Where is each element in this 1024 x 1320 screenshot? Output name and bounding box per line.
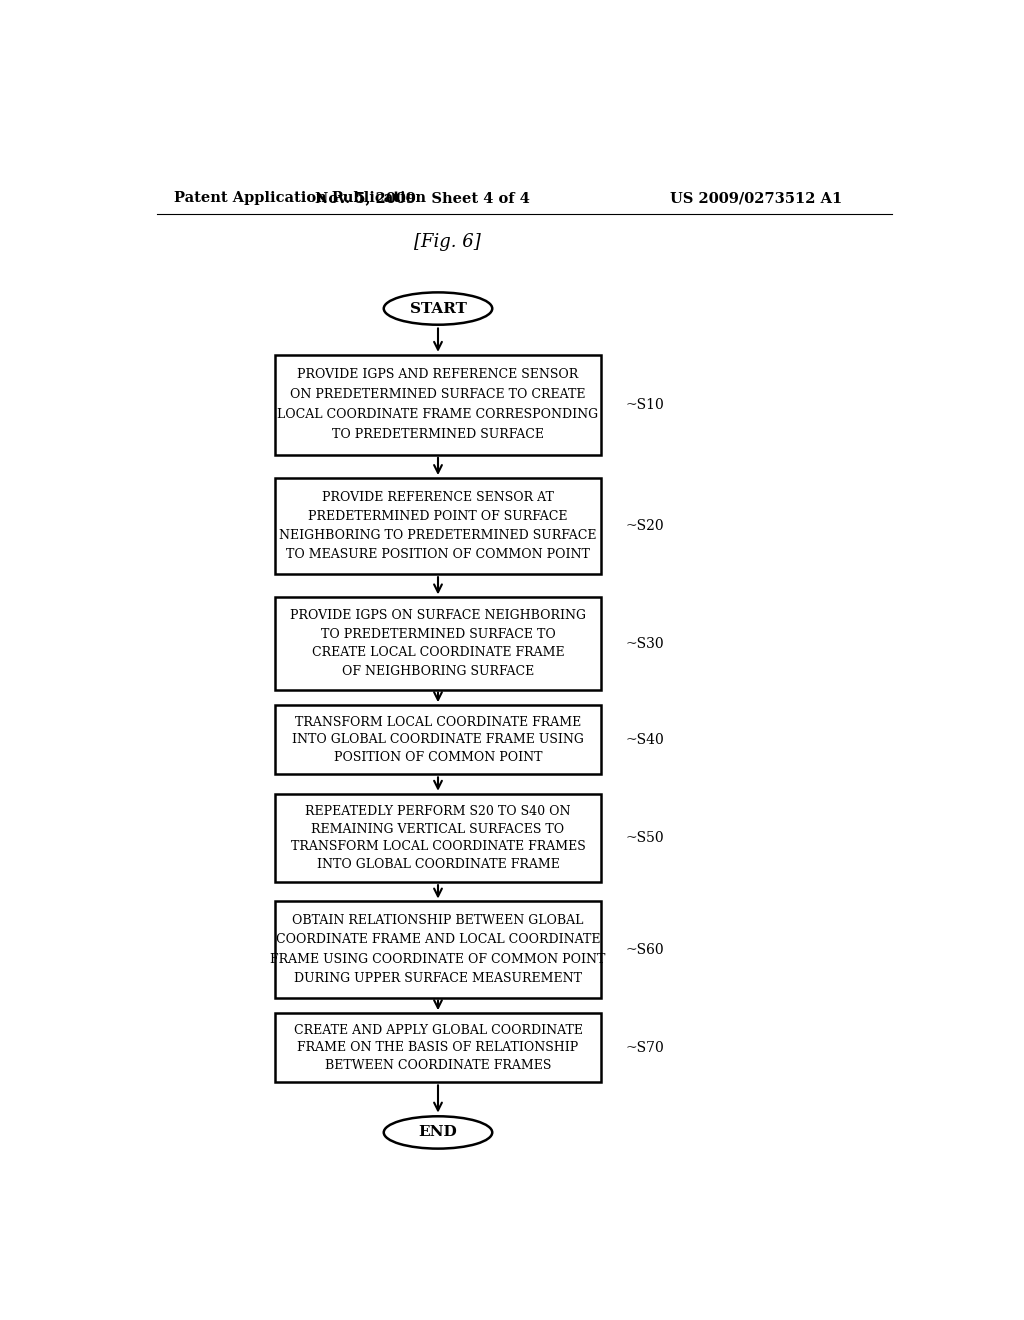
Bar — [275, 902, 601, 998]
Text: ~S30: ~S30 — [626, 636, 665, 651]
Text: CREATE AND APPLY GLOBAL COORDINATE: CREATE AND APPLY GLOBAL COORDINATE — [294, 1024, 583, 1038]
Text: ~S10: ~S10 — [626, 397, 665, 412]
Bar — [275, 705, 601, 775]
Bar — [275, 355, 601, 455]
Bar — [275, 478, 601, 574]
Text: LOCAL COORDINATE FRAME CORRESPONDING: LOCAL COORDINATE FRAME CORRESPONDING — [278, 408, 599, 421]
Bar — [275, 597, 601, 689]
Text: REPEATEDLY PERFORM S20 TO S40 ON: REPEATEDLY PERFORM S20 TO S40 ON — [305, 805, 570, 818]
Text: COORDINATE FRAME AND LOCAL COORDINATE: COORDINATE FRAME AND LOCAL COORDINATE — [275, 933, 600, 946]
Text: US 2009/0273512 A1: US 2009/0273512 A1 — [670, 191, 842, 206]
Text: START: START — [410, 301, 467, 315]
Text: PREDETERMINED POINT OF SURFACE: PREDETERMINED POINT OF SURFACE — [308, 510, 567, 523]
Bar — [275, 793, 601, 882]
Text: ~S40: ~S40 — [626, 733, 665, 747]
Text: ON PREDETERMINED SURFACE TO CREATE: ON PREDETERMINED SURFACE TO CREATE — [290, 388, 586, 401]
Text: PROVIDE IGPS ON SURFACE NEIGHBORING: PROVIDE IGPS ON SURFACE NEIGHBORING — [290, 610, 586, 622]
Text: TO PREDETERMINED SURFACE TO: TO PREDETERMINED SURFACE TO — [321, 628, 555, 640]
Text: Nov. 5, 2009   Sheet 4 of 4: Nov. 5, 2009 Sheet 4 of 4 — [315, 191, 530, 206]
Text: ~S60: ~S60 — [626, 942, 665, 957]
Text: TO PREDETERMINED SURFACE: TO PREDETERMINED SURFACE — [332, 428, 544, 441]
Text: FRAME ON THE BASIS OF RELATIONSHIP: FRAME ON THE BASIS OF RELATIONSHIP — [297, 1041, 579, 1055]
Text: PROVIDE REFERENCE SENSOR AT: PROVIDE REFERENCE SENSOR AT — [323, 491, 554, 504]
Text: Patent Application Publication: Patent Application Publication — [174, 191, 427, 206]
Text: TRANSFORM LOCAL COORDINATE FRAMES: TRANSFORM LOCAL COORDINATE FRAMES — [291, 841, 586, 853]
Text: TRANSFORM LOCAL COORDINATE FRAME: TRANSFORM LOCAL COORDINATE FRAME — [295, 715, 582, 729]
Text: NEIGHBORING TO PREDETERMINED SURFACE: NEIGHBORING TO PREDETERMINED SURFACE — [280, 529, 597, 543]
Text: INTO GLOBAL COORDINATE FRAME USING: INTO GLOBAL COORDINATE FRAME USING — [292, 733, 584, 746]
Text: POSITION OF COMMON POINT: POSITION OF COMMON POINT — [334, 751, 543, 763]
Text: OBTAIN RELATIONSHIP BETWEEN GLOBAL: OBTAIN RELATIONSHIP BETWEEN GLOBAL — [292, 915, 584, 927]
Text: OF NEIGHBORING SURFACE: OF NEIGHBORING SURFACE — [342, 665, 535, 677]
Ellipse shape — [384, 293, 493, 325]
Text: DURING UPPER SURFACE MEASUREMENT: DURING UPPER SURFACE MEASUREMENT — [294, 972, 582, 985]
Text: PROVIDE IGPS AND REFERENCE SENSOR: PROVIDE IGPS AND REFERENCE SENSOR — [297, 368, 579, 381]
Text: REMAINING VERTICAL SURFACES TO: REMAINING VERTICAL SURFACES TO — [311, 822, 564, 836]
Text: END: END — [419, 1126, 458, 1139]
Text: ~S20: ~S20 — [626, 519, 665, 533]
Text: BETWEEN COORDINATE FRAMES: BETWEEN COORDINATE FRAMES — [325, 1059, 551, 1072]
Text: ~S70: ~S70 — [626, 1040, 665, 1055]
Text: [Fig. 6]: [Fig. 6] — [414, 232, 480, 251]
Text: CREATE LOCAL COORDINATE FRAME: CREATE LOCAL COORDINATE FRAME — [311, 647, 564, 659]
Ellipse shape — [384, 1117, 493, 1148]
Text: FRAME USING COORDINATE OF COMMON POINT: FRAME USING COORDINATE OF COMMON POINT — [270, 953, 605, 966]
Text: TO MEASURE POSITION OF COMMON POINT: TO MEASURE POSITION OF COMMON POINT — [286, 548, 590, 561]
Text: INTO GLOBAL COORDINATE FRAME: INTO GLOBAL COORDINATE FRAME — [316, 858, 559, 871]
Bar — [275, 1014, 601, 1082]
Text: ~S50: ~S50 — [626, 830, 665, 845]
